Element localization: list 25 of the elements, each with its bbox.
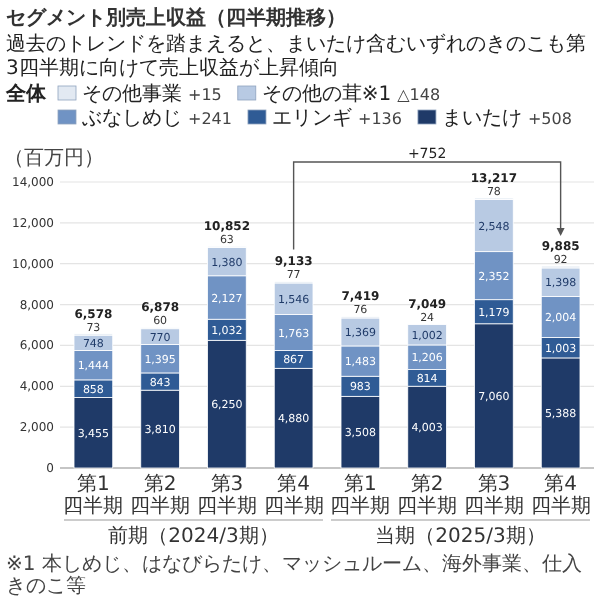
legend-label: エリンギ xyxy=(271,106,352,130)
legend-label: まいたけ xyxy=(441,108,522,130)
text: +241 xyxy=(188,110,232,128)
text: 当期（2025/3期） xyxy=(375,524,546,548)
x-tick-label: 第2四半期 xyxy=(397,472,458,518)
chart-title: セグメント別売上収益（四半期推移） xyxy=(6,6,346,30)
text: ※1 本しめじ、はなびらたけ、マッシュルーム、海外事業、仕入きのこ等 xyxy=(6,552,582,598)
legend-label: ぶなしめじ xyxy=(82,108,182,130)
text: △148 xyxy=(397,86,441,104)
x-tick-label: 第4四半期 xyxy=(530,472,591,518)
x-tick-label: 第1四半期 xyxy=(330,472,391,518)
x-tick-label: 第3四半期 xyxy=(196,472,257,518)
x-tick-label: 第1四半期 xyxy=(63,472,124,518)
text: +15 xyxy=(188,86,222,104)
y-axis-title: （百万円） xyxy=(4,148,104,170)
x-tick-label: 第2四半期 xyxy=(130,472,191,518)
legend-title: 全体 xyxy=(4,82,48,106)
text: +508 xyxy=(527,110,572,128)
text: 前期（2024/3期） xyxy=(108,524,279,548)
legend-label: その他事業 xyxy=(82,82,182,106)
chart-subtitle: 過去のトレンドを踏まえると、まいたけ含むいずれのきのこも第3四半期に向けて売上収益が上昇傾向 xyxy=(6,32,586,80)
x-tick-label: 第3四半期 xyxy=(463,472,524,518)
x-tick-label: 第4四半期 xyxy=(263,472,324,518)
text: +136 xyxy=(357,110,402,128)
legend-label: その他の茸※1 xyxy=(261,82,392,106)
